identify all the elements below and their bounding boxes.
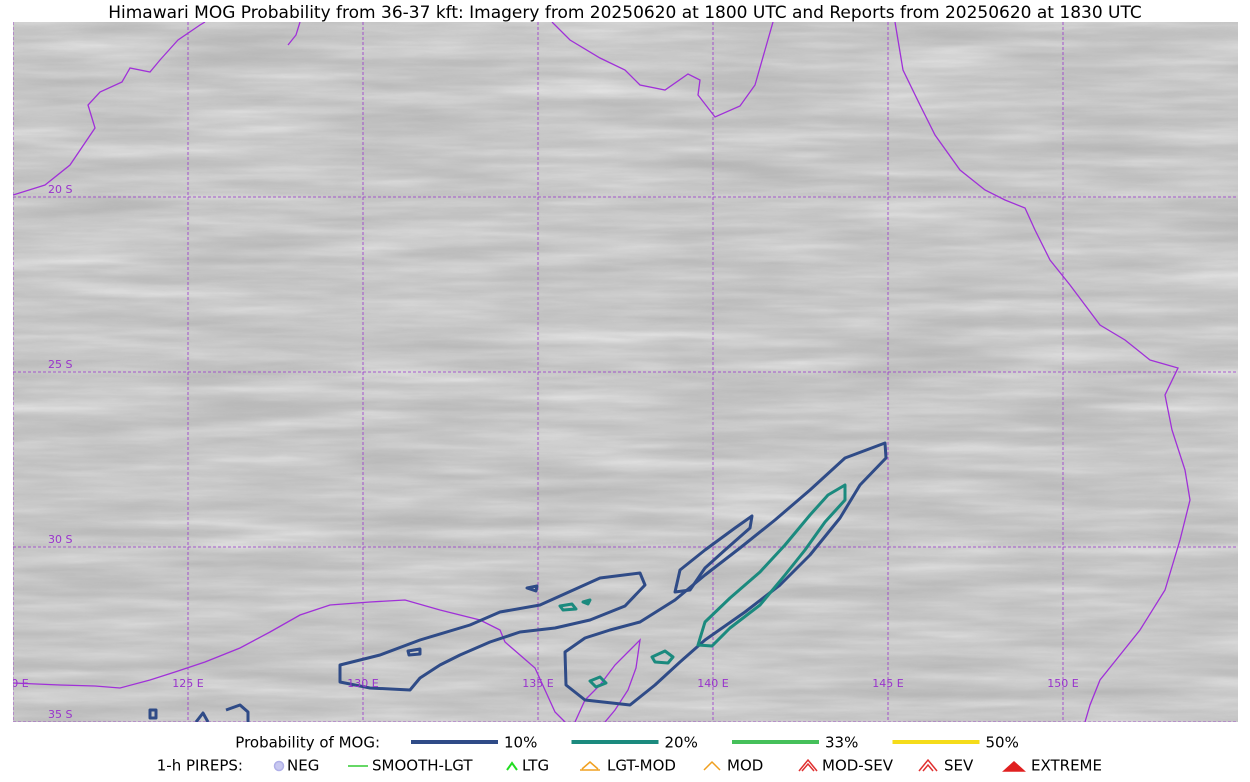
- legend-title: Probability of MOG:: [235, 734, 380, 752]
- coastline: [551, 22, 774, 118]
- ltg-symbol: [506, 761, 518, 771]
- mod-sev-symbol: [798, 758, 818, 772]
- contour-10: [148, 584, 539, 722]
- lon-label: 130 E: [347, 677, 378, 690]
- pirep-label: MOD-SEV: [822, 757, 894, 775]
- coastline: [574, 638, 641, 722]
- legend-label: 20%: [665, 734, 698, 752]
- lon-label: 135 E: [522, 677, 553, 690]
- graticule-labels: 120 E 125 E 130 E 135 E 140 E 145 E 150 E 20 S 2…: [0, 183, 1079, 721]
- pirep-label: LGT-MOD: [607, 757, 676, 775]
- legend-label: 33%: [825, 734, 858, 752]
- legend-title: 1-h PIREPS:: [157, 757, 243, 775]
- contour-10: [673, 514, 754, 594]
- pirep-label: EXTREME: [1031, 757, 1102, 775]
- lon-label: 145 E: [872, 677, 903, 690]
- sev-symbol: [918, 758, 938, 772]
- legend: Probability of MOG: 1-h PIREPS: 10% 20% 33…: [157, 734, 1102, 775]
- map: 120 E 125 E 130 E 135 E 140 E 145 E 150 E 20 S 2…: [0, 22, 1238, 722]
- lgt-mod-symbol: [580, 761, 600, 771]
- coastline: [894, 22, 1191, 722]
- coastline: [13, 599, 566, 722]
- lon-label: 120 E: [0, 677, 29, 690]
- pirep-label: SMOOTH-LGT: [372, 757, 473, 775]
- contour-20: [696, 483, 847, 648]
- extreme-symbol: [1002, 760, 1026, 772]
- contour-20: [558, 598, 675, 689]
- graticule: [13, 22, 1238, 722]
- neg-symbol: [273, 760, 285, 772]
- lat-label: 35 S: [48, 708, 72, 721]
- lat-label: 25 S: [48, 358, 72, 371]
- coastline: [13, 22, 206, 196]
- pirep-label: LTG: [522, 757, 549, 775]
- coastline: [287, 22, 301, 46]
- coastlines: [13, 22, 1191, 722]
- probability-contours: [148, 441, 888, 722]
- contour-10: [338, 571, 647, 692]
- lon-label: 150 E: [1047, 677, 1078, 690]
- pirep-label: NEG: [287, 757, 319, 775]
- pirep-symbols: [273, 758, 1026, 772]
- lon-label: 125 E: [172, 677, 203, 690]
- mod-symbol: [703, 760, 721, 771]
- contour-10: [563, 441, 888, 707]
- pirep-label: SEV: [944, 757, 974, 775]
- title: Himawari MOG Probability from 36-37 kft:…: [108, 3, 1142, 23]
- lat-label: 30 S: [48, 533, 72, 546]
- legend-label: 10%: [504, 734, 537, 752]
- pirep-label: MOD: [727, 757, 763, 775]
- legend-label: 50%: [986, 734, 1019, 752]
- lon-label: 140 E: [697, 677, 728, 690]
- lat-label: 20 S: [48, 183, 72, 196]
